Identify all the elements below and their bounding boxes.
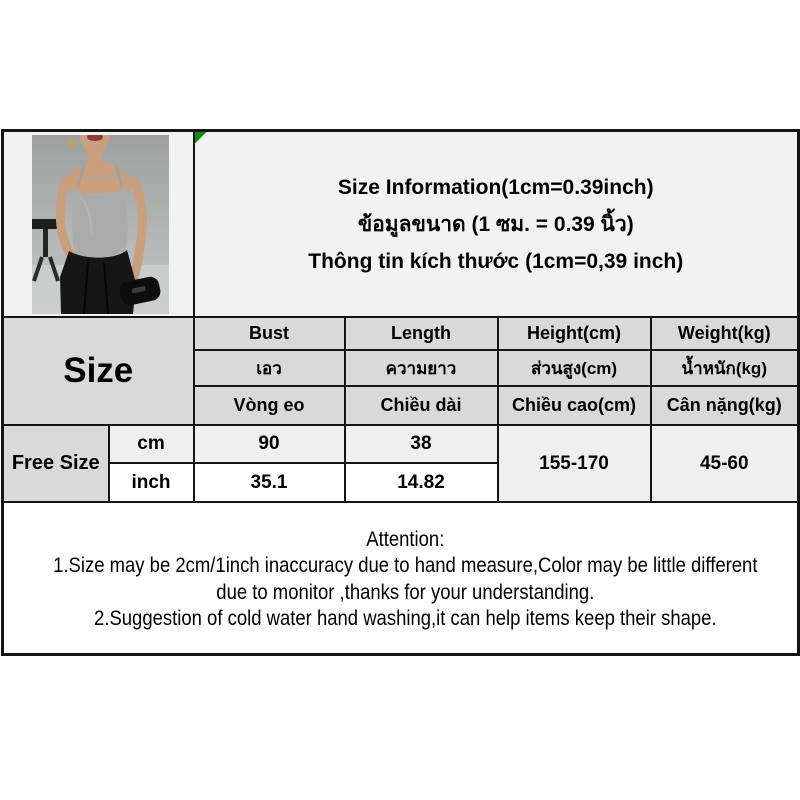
size-chart-table: Size Information(1cm=0.39inch) ข้อมูลขนา… — [1, 129, 800, 656]
header-height-en: Height(cm) — [496, 316, 652, 351]
bust-cm-value: 90 — [192, 424, 346, 464]
lips — [87, 132, 103, 141]
weight-range-value: 45-60 — [649, 424, 800, 503]
unit-cm: cm — [107, 424, 195, 464]
photo-title-row: Size Information(1cm=0.39inch) ข้อมูลขนา… — [1, 129, 800, 318]
title-vietnamese: Thông tin kích thước (1cm=0,39 inch) — [308, 249, 684, 273]
header-height-th: ส่วนสูง(cm) — [496, 349, 652, 387]
size-chart-sheet: Size Information(1cm=0.39inch) ข้อมูลขนา… — [1, 129, 800, 656]
size-corner-label: Size — [1, 316, 195, 426]
header-row-english: Size Bust Length Height(cm) Weight(kg) — [1, 316, 800, 426]
header-weight-vi: Cân nặng(kg) — [649, 385, 800, 426]
tank-top — [72, 160, 128, 259]
attention-row: Attention: 1.Size may be 2cm/1inch inacc… — [1, 501, 800, 656]
attention-cell: Attention: 1.Size may be 2cm/1inch inacc… — [1, 501, 800, 656]
title-thai: ข้อมูลขนาด (1 ซม. = 0.39 นิ้ว) — [357, 212, 634, 236]
title-cell: Size Information(1cm=0.39inch) ข้อมูลขนา… — [192, 129, 800, 318]
header-weight-th: น้ำหนัก(kg) — [649, 349, 800, 387]
bust-inch-value: 35.1 — [192, 462, 346, 503]
trousers — [60, 249, 136, 314]
handbag — [119, 276, 161, 305]
data-row-cm: Free Size cm 90 38 155-170 45-60 — [1, 424, 800, 503]
attention-line-3: 2.Suggestion of cold water hand washing,… — [94, 607, 717, 630]
attention-text-block: Attention: 1.Size may be 2cm/1inch inacc… — [5, 524, 797, 633]
free-size-label: Free Size — [1, 424, 110, 503]
header-bust-vi: Vòng eo — [192, 385, 346, 426]
header-bust-en: Bust — [192, 316, 346, 351]
length-cm-value: 38 — [343, 424, 499, 464]
product-photo-cell — [1, 129, 195, 318]
earring — [67, 137, 77, 148]
header-row-vietnamese: Vòng eo Chiều dài Chiều cao(cm) Cân nặng… — [3, 385, 800, 426]
length-inch-value: 14.82 — [343, 462, 499, 503]
header-row-thai: เอว ความยาว ส่วนสูง(cm) น้ำหนัก(kg) — [3, 349, 800, 387]
height-range-value: 155-170 — [496, 424, 652, 503]
attention-line-1: 1.Size may be 2cm/1inch inaccuracy due t… — [53, 554, 758, 577]
unit-inch: inch — [107, 462, 195, 503]
right-arm — [126, 176, 147, 291]
header-height-vi: Chiều cao(cm) — [496, 385, 652, 426]
header-length-th: ความยาว — [343, 349, 499, 387]
title-english: Size Information(1cm=0.39inch) — [337, 175, 654, 199]
green-corner-flag-icon — [195, 132, 207, 144]
header-length-vi: Chiều dài — [343, 385, 499, 426]
attention-heading: Attention: — [366, 527, 445, 551]
header-bust-th: เอว — [192, 349, 346, 387]
header-weight-en: Weight(kg) — [649, 316, 800, 351]
model-figure — [55, 132, 161, 314]
data-row-inch: inch 35.1 14.82 — [3, 462, 799, 503]
header-length-en: Length — [343, 316, 499, 351]
attention-line-2: due to monitor ,thanks for your understa… — [216, 580, 595, 604]
stool — [32, 218, 62, 282]
product-photo — [32, 132, 169, 314]
product-photo-illustration — [32, 132, 169, 314]
